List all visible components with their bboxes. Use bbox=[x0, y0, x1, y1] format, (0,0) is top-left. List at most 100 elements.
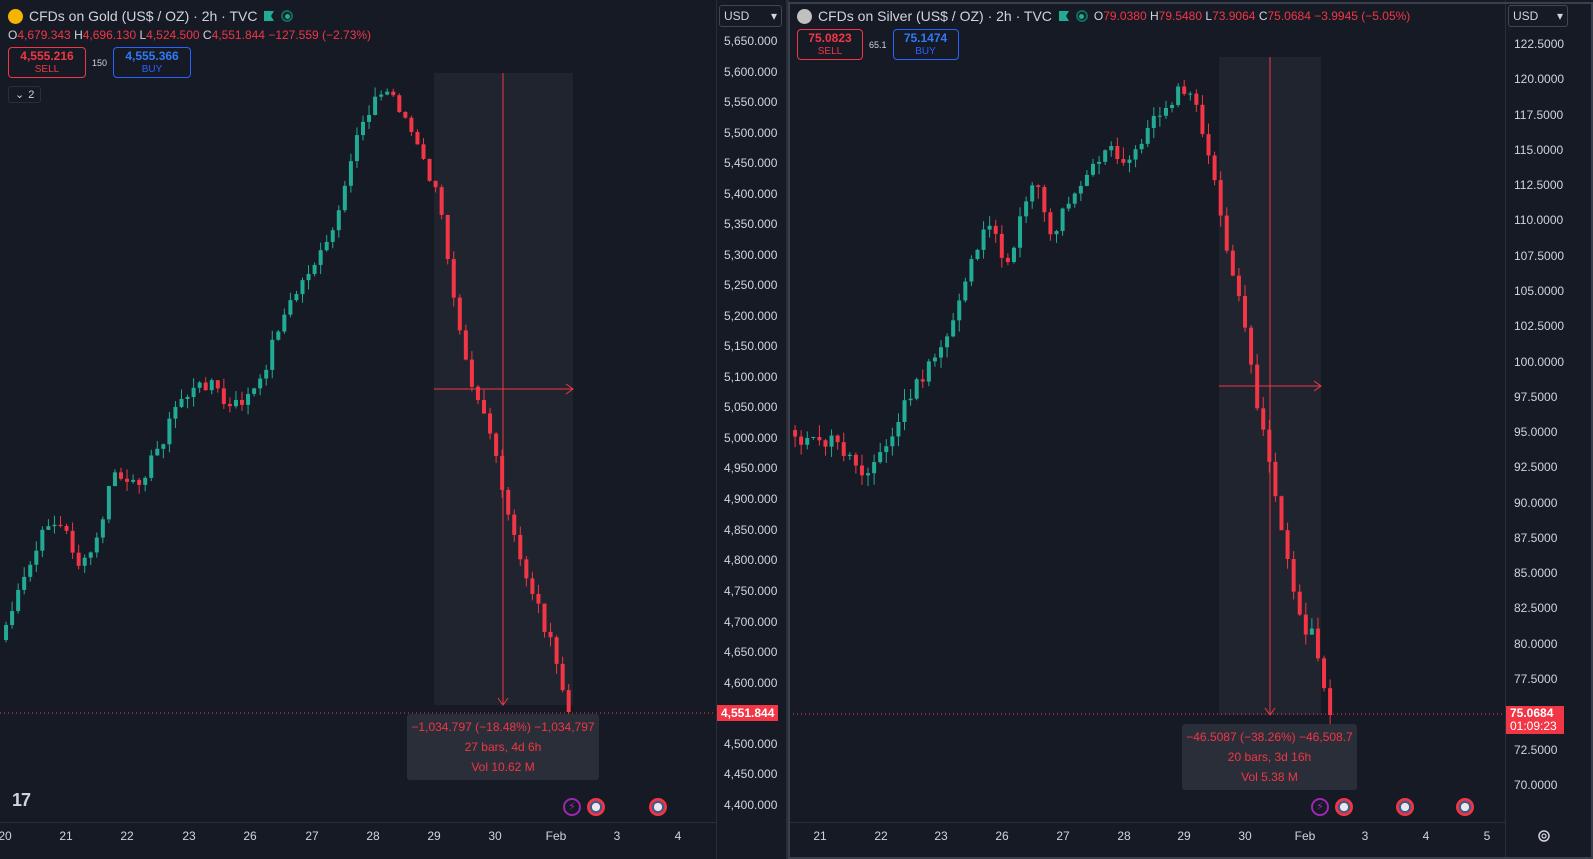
candle-body bbox=[445, 214, 450, 260]
candle-body bbox=[52, 524, 57, 527]
candle-body bbox=[1279, 496, 1284, 531]
measure-arrow-right bbox=[565, 383, 574, 395]
time-tick: 21 bbox=[813, 829, 827, 843]
silver-buy-button[interactable]: 75.1474 BUY bbox=[892, 29, 959, 60]
candle-body bbox=[433, 180, 438, 188]
silver-time-axis[interactable]: 21 22 23 26 27 28 29 30 Feb 3 4 5 bbox=[789, 822, 1505, 850]
candle-body bbox=[993, 225, 998, 234]
candle-body bbox=[536, 593, 541, 604]
pane-divider[interactable] bbox=[786, 0, 789, 859]
time-tick: 22 bbox=[874, 829, 888, 843]
candle-body bbox=[373, 96, 378, 115]
candle-body bbox=[512, 514, 517, 535]
candle-body bbox=[811, 436, 816, 438]
silver-currency-select[interactable]: USD ▾ bbox=[1508, 5, 1568, 27]
silver-measure-label: −46.5087 (−38.26%) −46,508.7 20 bars, 3d… bbox=[1182, 724, 1357, 790]
candle-body bbox=[354, 135, 359, 162]
candle-body bbox=[1243, 296, 1247, 328]
candle-body bbox=[106, 486, 111, 520]
candle-body bbox=[1194, 93, 1199, 105]
candle-body bbox=[167, 418, 172, 445]
candle-body bbox=[197, 382, 202, 388]
candle-body bbox=[926, 361, 931, 382]
candle-body bbox=[1285, 530, 1290, 559]
price-tick: 4,950.000 bbox=[724, 461, 778, 475]
candle-body bbox=[379, 94, 384, 97]
gold-sell-button[interactable]: 4,555.216 SELL bbox=[8, 47, 86, 78]
gold-buy-button[interactable]: 4,555.366 BUY bbox=[113, 47, 192, 78]
time-tick: 28 bbox=[366, 829, 380, 843]
price-tick: 4,650.000 bbox=[724, 645, 778, 659]
market-status-icon[interactable] bbox=[1075, 10, 1088, 22]
candle-body bbox=[1163, 107, 1168, 116]
silver-candles-chart[interactable] bbox=[789, 0, 1505, 822]
candle-body bbox=[542, 603, 547, 632]
candle-body bbox=[1218, 180, 1223, 216]
candle-body bbox=[1060, 208, 1065, 232]
price-tick: 115.0000 bbox=[1514, 143, 1564, 157]
us-event-flag-icon[interactable] bbox=[1396, 798, 1414, 816]
us-event-flag-icon[interactable] bbox=[649, 798, 667, 816]
candle-body bbox=[475, 386, 480, 401]
candle-body bbox=[131, 479, 136, 482]
flag-icon[interactable] bbox=[1058, 10, 1070, 22]
us-event-flag-icon[interactable] bbox=[1456, 798, 1474, 816]
price-tick: 72.5000 bbox=[1514, 743, 1558, 757]
lightning-icon[interactable]: ⚡ bbox=[563, 798, 581, 816]
candle-body bbox=[143, 477, 148, 485]
price-tick: 110.0000 bbox=[1514, 213, 1564, 227]
candle-body bbox=[841, 442, 846, 456]
price-tick: 4,600.000 bbox=[724, 676, 778, 690]
candle-body bbox=[1133, 149, 1138, 160]
time-tick: 28 bbox=[1117, 829, 1131, 843]
silver-sell-button[interactable]: 75.0823 SELL bbox=[797, 29, 863, 60]
candle-body bbox=[451, 259, 456, 298]
us-event-flag-icon[interactable] bbox=[587, 798, 605, 816]
candle-body bbox=[500, 455, 505, 490]
tradingview-logo[interactable]: 17 bbox=[12, 790, 31, 810]
time-tick: 23 bbox=[182, 829, 196, 843]
candle-body bbox=[506, 489, 511, 515]
gold-candles-chart[interactable] bbox=[0, 0, 716, 832]
candle-body bbox=[185, 396, 190, 400]
candle-body bbox=[221, 388, 226, 404]
market-status-icon[interactable] bbox=[281, 10, 294, 22]
candle-body bbox=[817, 436, 822, 441]
gold-ohlc: O4,679.343 H4,696.130 L4,524.500 C4,551.… bbox=[8, 28, 372, 42]
candle-body bbox=[853, 454, 858, 466]
candle-body bbox=[385, 91, 390, 95]
candle-body bbox=[494, 433, 499, 456]
gold-time-axis[interactable]: 20 21 22 23 26 27 28 29 30 Feb 3 4 bbox=[0, 822, 716, 850]
silver-price-axis[interactable]: USD ▾ 75.0684 01:09:23 122.5000 120.0000 11… bbox=[1505, 0, 1593, 859]
candle-body bbox=[1097, 161, 1102, 164]
candle-body bbox=[488, 413, 493, 434]
chevron-down-icon: ⌄ bbox=[15, 89, 25, 101]
gold-currency-select[interactable]: USD ▾ bbox=[719, 5, 782, 27]
candle-body bbox=[805, 437, 810, 445]
candle-body bbox=[149, 455, 154, 478]
silver-ohlc: O79.0380 H79.5480 L73.9064 C75.0684 −3.9… bbox=[1093, 9, 1411, 23]
candle-body bbox=[1024, 201, 1029, 217]
candle-body bbox=[932, 357, 937, 362]
candle-body bbox=[1030, 185, 1035, 202]
lightning-icon[interactable]: ⚡ bbox=[1311, 798, 1329, 816]
candle-body bbox=[439, 187, 444, 215]
us-event-flag-icon[interactable] bbox=[1335, 798, 1353, 816]
price-tick: 107.5000 bbox=[1514, 249, 1565, 263]
silver-chart-title[interactable]: CFDs on Silver (US$ / OZ) · 2h · TVC bbox=[818, 8, 1052, 24]
candle-body bbox=[294, 294, 299, 301]
time-tick: 27 bbox=[305, 829, 319, 843]
time-tick: 29 bbox=[427, 829, 441, 843]
candle-body bbox=[1273, 461, 1278, 497]
price-tick: 5,350.000 bbox=[724, 217, 778, 231]
candle-body bbox=[330, 230, 335, 242]
candle-body bbox=[312, 264, 317, 274]
indicators-collapse-button[interactable]: ⌄ 2 bbox=[8, 86, 42, 103]
price-tick: 5,500.000 bbox=[724, 126, 778, 140]
time-tick: Feb bbox=[1294, 829, 1316, 843]
gold-price-axis[interactable]: USD ▾ 4,551.844 5,650.000 5,600.000 5,550.0… bbox=[716, 0, 787, 859]
candle-body bbox=[324, 241, 329, 251]
gold-chart-title[interactable]: CFDs on Gold (US$ / OZ) · 2h · TVC bbox=[29, 8, 258, 24]
settings-gear-icon[interactable] bbox=[1536, 828, 1552, 844]
flag-icon[interactable] bbox=[263, 10, 275, 22]
